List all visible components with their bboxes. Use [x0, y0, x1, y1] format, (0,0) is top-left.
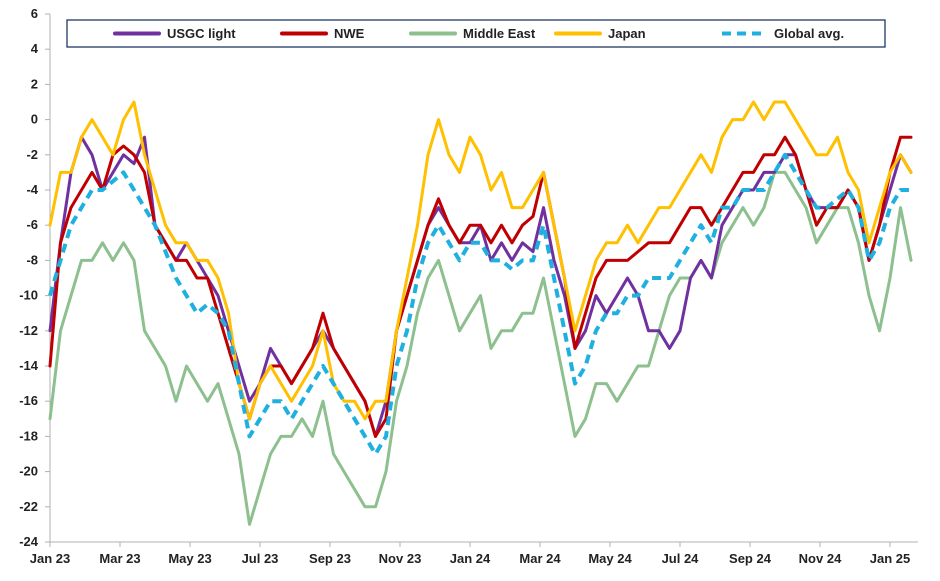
y-tick-label: -18 [19, 428, 38, 443]
series-line-japan [48, 100, 913, 421]
y-tick-label: -10 [19, 288, 38, 303]
legend-label-japan: Japan [608, 26, 646, 41]
x-tick-label: Nov 23 [379, 551, 422, 566]
series-line-middle-east [48, 170, 913, 526]
y-tick-label: 0 [31, 112, 38, 127]
x-tick-label: Jul 23 [242, 551, 279, 566]
y-tick-label: 2 [31, 76, 38, 91]
y-tick-label: -4 [26, 182, 38, 197]
y-tick-label: -22 [19, 499, 38, 514]
x-tick-label: Nov 24 [799, 551, 842, 566]
y-tick-label: -8 [26, 252, 38, 267]
y-tick-label: -2 [26, 147, 38, 162]
legend-label-global-avg: Global avg. [774, 26, 844, 41]
x-tick-label: Mar 23 [99, 551, 140, 566]
x-tick-label: May 24 [588, 551, 632, 566]
y-tick-label: -12 [19, 323, 38, 338]
legend: USGC light NWE Middle East Japan Global avg. [66, 19, 886, 48]
y-tick-label: -20 [19, 464, 38, 479]
y-axis: 6 4 2 0 -2 -4 -6 -8 -10 -12 -14 -16 -18 -20 -22 -24 [19, 6, 51, 549]
series-lines [48, 100, 913, 526]
x-tick-label: Jan 25 [870, 551, 910, 566]
x-tick-label: Jan 24 [450, 551, 491, 566]
y-tick-label: -14 [19, 358, 39, 373]
x-tick-label: Sep 23 [309, 551, 351, 566]
legend-label-nwe: NWE [334, 26, 365, 41]
y-tick-label: -6 [26, 217, 38, 232]
series-line-global-avg [48, 152, 911, 456]
y-tick-label: 6 [31, 6, 38, 21]
legend-label-middle-east: Middle East [463, 26, 536, 41]
y-tick-label: -24 [19, 534, 39, 549]
y-tick-label: 4 [31, 41, 39, 56]
legend-box [66, 19, 886, 48]
x-tick-label: Jul 24 [662, 551, 700, 566]
x-tick-label: May 23 [168, 551, 211, 566]
x-tick-label: Mar 24 [519, 551, 561, 566]
legend-label-usgc-light: USGC light [167, 26, 236, 41]
x-tick-label: Jan 23 [30, 551, 70, 566]
y-tick-label: -16 [19, 393, 38, 408]
series-line-nwe [48, 135, 913, 438]
x-tick-label: Sep 24 [729, 551, 772, 566]
x-axis: Jan 23 Mar 23 May 23 Jul 23 Sep 23 Nov 23 Jan … [30, 541, 918, 566]
